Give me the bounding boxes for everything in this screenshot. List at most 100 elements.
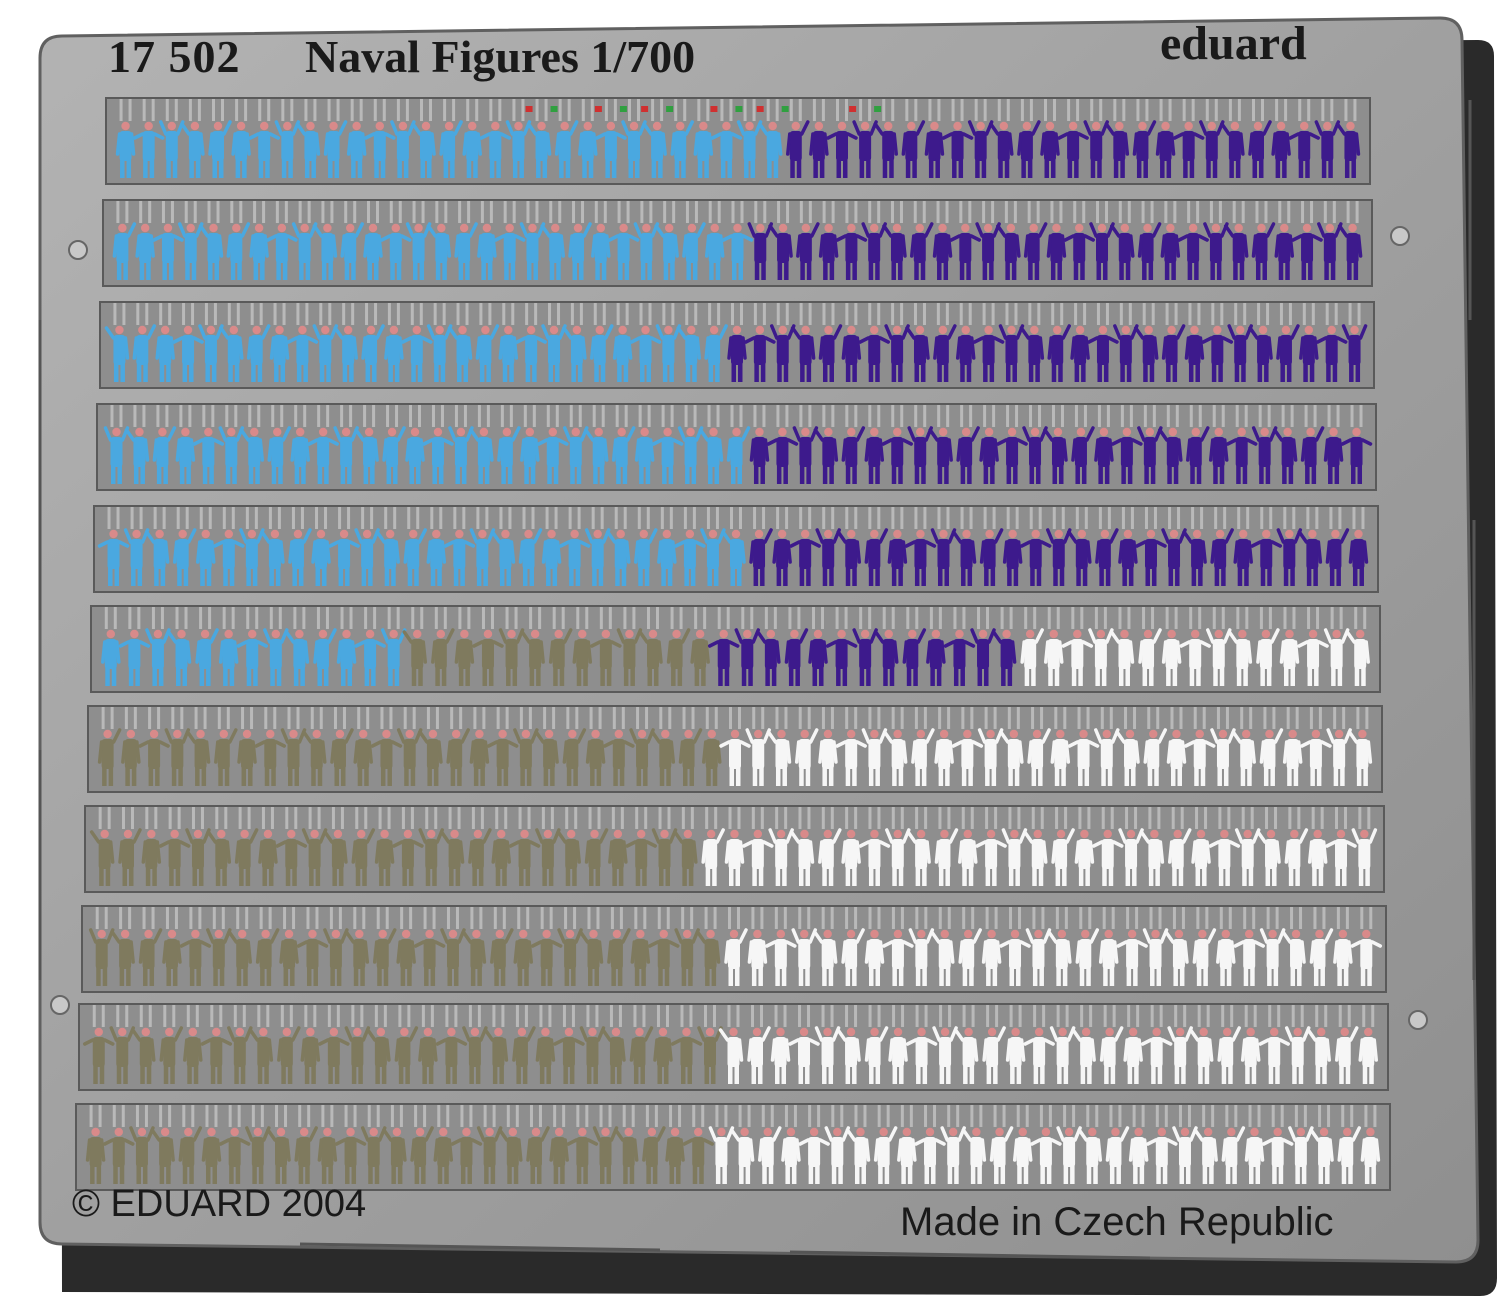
sailor-figure: [742, 807, 774, 886]
sailor-figure: [634, 507, 658, 586]
sailor-figure: [537, 405, 569, 484]
figure-strips: [75, 97, 1391, 1191]
sailor-figure: [999, 707, 1024, 786]
sailor-figure: [873, 99, 898, 178]
sailor-figure: [318, 1005, 350, 1084]
sailor-figure: [548, 607, 573, 686]
sailor-figure: [553, 1005, 585, 1084]
sailor-figure: [132, 99, 165, 178]
sailor-figure: [881, 405, 913, 484]
sailor-figure: [372, 907, 397, 986]
sailor-figure: [382, 1105, 407, 1184]
sailor-figure: [629, 707, 655, 786]
sailor-figure: [448, 405, 474, 484]
sailor-figure: [897, 1105, 917, 1184]
sailor-figure: [1074, 807, 1095, 886]
sailor-figure: [1139, 807, 1165, 886]
sailor-figure: [914, 1105, 946, 1184]
sailor-figure: [1347, 707, 1373, 786]
sailor-figure: [1199, 99, 1225, 178]
sailor-figure: [1227, 607, 1253, 686]
sailor-figure: [1348, 507, 1369, 586]
sailor-figure: [426, 303, 453, 382]
sailor-figure: [1256, 607, 1280, 686]
sailor-figure: [562, 707, 587, 786]
sailor-figure: [749, 405, 770, 484]
sailor-figure: [1098, 907, 1119, 986]
sailor-figure: [340, 201, 364, 280]
sailor-figure: [266, 201, 298, 280]
sailor-figure: [401, 303, 433, 382]
sailor-figure: [556, 807, 581, 886]
sailor-figure: [159, 1005, 184, 1084]
sailor-figure: [808, 607, 828, 686]
sailor-figure: [354, 405, 379, 484]
sailor-figure: [121, 707, 141, 786]
sailor-figure: [301, 707, 327, 786]
sailor-figure: [439, 99, 463, 178]
sailor-figure: [141, 807, 162, 886]
sailor-figure: [1276, 507, 1303, 586]
sailor-figure: [450, 1105, 483, 1184]
sailor-figure: [1179, 607, 1211, 686]
sailor-figure: [413, 907, 446, 986]
sailor-figure: [1110, 201, 1135, 280]
sailor-figure: [405, 405, 425, 484]
sailor-figure: [1146, 1105, 1178, 1184]
sailor-figure: [218, 405, 245, 484]
sailor-figure: [296, 907, 329, 986]
sailor-figure: [989, 1105, 1014, 1184]
sailor-figure: [109, 1005, 136, 1084]
sailor-figure: [996, 201, 1021, 280]
sailor-figure: [498, 303, 519, 382]
sailor-figure: [294, 1105, 318, 1184]
sailor-figure: [611, 405, 636, 484]
sailor-figure: [375, 507, 400, 586]
sailor-figure: [967, 99, 994, 178]
strip-frame: [75, 1103, 1391, 1191]
sailor-figure: [145, 607, 171, 686]
sailor-figure: [206, 807, 232, 886]
sailor-figure: [651, 807, 678, 886]
sailor-figure: [138, 707, 170, 786]
sailor-figure: [152, 405, 177, 484]
sailor-figure: [374, 807, 395, 886]
sailor-figure: [634, 405, 655, 484]
sailor-figure: [934, 807, 959, 886]
sailor-figure: [418, 1005, 438, 1084]
sailor-figure: [1309, 907, 1334, 986]
sailor-figure: [766, 707, 792, 786]
hole-top-left: [68, 240, 88, 260]
sailor-figure: [422, 405, 454, 484]
sailor-figure: [97, 507, 130, 586]
sailor-figure: [608, 807, 628, 886]
sailor-figure: [1325, 807, 1357, 886]
sailor-figure: [721, 507, 746, 586]
sailor-figure: [932, 201, 953, 280]
sailor-figure: [682, 1105, 714, 1184]
sailor-figure: [131, 1005, 156, 1084]
sailor-figure: [1297, 607, 1329, 686]
sailor-figure: [249, 201, 269, 280]
sailor-figure: [1001, 807, 1028, 886]
sailor-figure: [677, 405, 704, 484]
sailor-figure: [172, 303, 204, 382]
sailor-figure: [513, 907, 533, 986]
sailor-figure: [208, 99, 232, 178]
sailor-figure: [766, 405, 799, 484]
sailor-figure: [274, 99, 301, 178]
sailor-figure: [1259, 907, 1286, 986]
sailor-figure: [411, 99, 436, 178]
sailor-figure: [1142, 907, 1169, 986]
sailor-figure: [454, 607, 475, 686]
sailor-figure: [1115, 707, 1140, 786]
sailor-figure: [380, 607, 407, 686]
sailor-figure: [975, 201, 1001, 280]
sailor-figure: [693, 99, 714, 178]
sailor-figure: [906, 807, 931, 886]
sailor-figure: [172, 507, 197, 586]
sailor-figure: [410, 1105, 434, 1184]
sailor-figure: [841, 405, 866, 484]
sailor-figure: [726, 405, 751, 484]
